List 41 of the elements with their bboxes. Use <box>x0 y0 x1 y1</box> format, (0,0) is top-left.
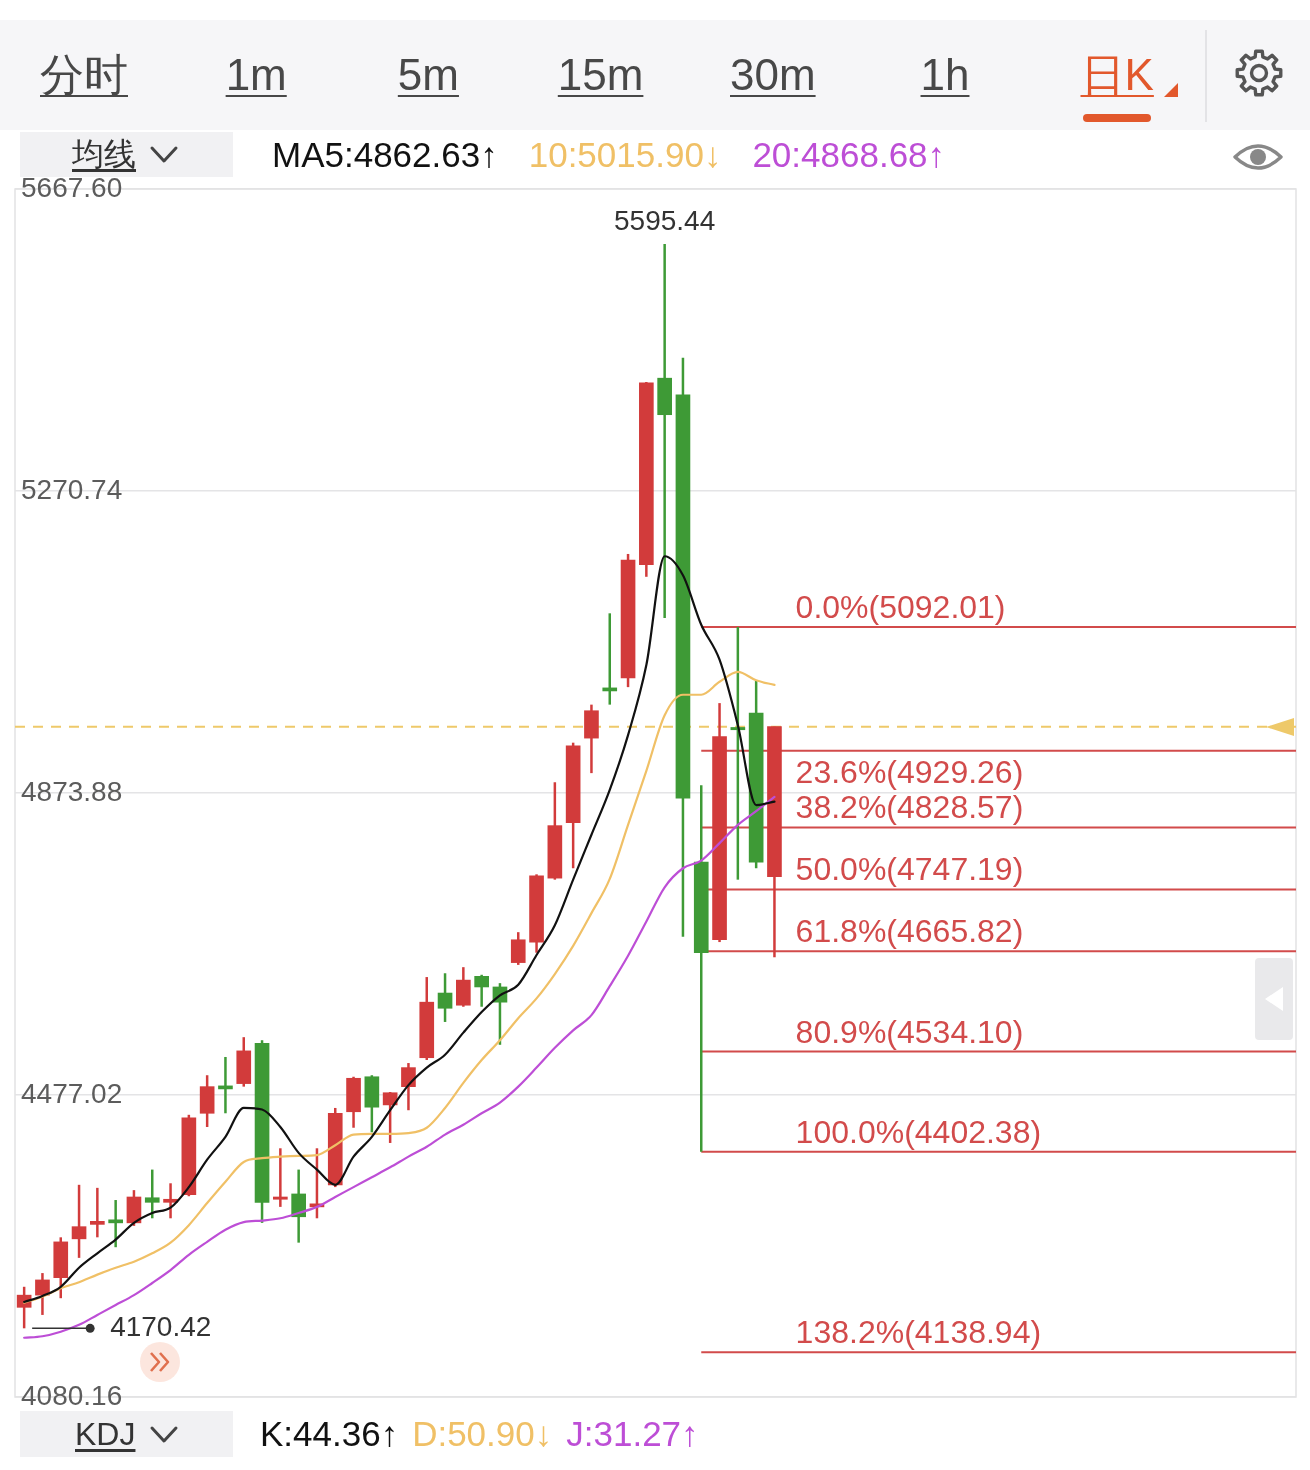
annotation: 5595.44 <box>614 204 716 236</box>
dropdown: KDJ <box>20 1411 233 1457</box>
candlestick <box>71 1183 87 1260</box>
text: 10:5015.90↓ <box>528 135 722 175</box>
text: MA5:4862.63↑ <box>272 135 498 175</box>
candlestick <box>401 1061 416 1112</box>
ref-line-label: 50.0%(4747.19) <box>795 851 1024 888</box>
candlestick <box>35 1271 50 1317</box>
candlestick <box>144 1168 160 1220</box>
y-tick-label: 4080.16 <box>21 1379 123 1411</box>
ref-line-label: 80.9%(4534.10) <box>795 1013 1024 1050</box>
candlestick <box>108 1198 123 1249</box>
candlestick <box>474 973 489 1008</box>
ref-line-label: 38.2%(4828.57) <box>795 789 1024 826</box>
text: 日K <box>1080 49 1154 101</box>
text: D:50.90↓ <box>412 1414 553 1454</box>
ref-line-label: 138.2%(4138.94) <box>795 1314 1042 1351</box>
ref-line-label: 23.6%(4929.26) <box>795 753 1024 790</box>
candlestick <box>273 1147 288 1209</box>
y-tick-label: 4873.88 <box>21 775 123 807</box>
ref-line-label: 0.0%(5092.01) <box>795 589 1006 626</box>
ref-line-label: 100.0%(4402.38) <box>795 1113 1042 1150</box>
text: 20:4868.68↑ <box>752 135 946 175</box>
text: K:44.36↑ <box>260 1414 399 1454</box>
text: 1h <box>920 49 970 101</box>
y-tick-label: 5270.74 <box>21 473 123 505</box>
candlestick <box>90 1186 105 1239</box>
candlestick <box>291 1168 306 1244</box>
text: 1m <box>225 49 287 101</box>
text: 15m <box>557 49 644 101</box>
text: 30m <box>730 49 816 101</box>
y-tick-label: 4477.02 <box>21 1077 123 1109</box>
dropdown: 均线 <box>20 132 233 177</box>
text: J:31.27↑ <box>566 1414 699 1454</box>
candlestick <box>510 930 526 967</box>
ref-line-label: 61.8%(4665.82) <box>795 913 1024 950</box>
candlestick <box>657 242 672 620</box>
text: 分时 <box>40 49 128 101</box>
candlestick <box>437 972 453 1024</box>
annotation: 4170.42 <box>110 1311 212 1343</box>
text: 5m <box>397 49 459 101</box>
